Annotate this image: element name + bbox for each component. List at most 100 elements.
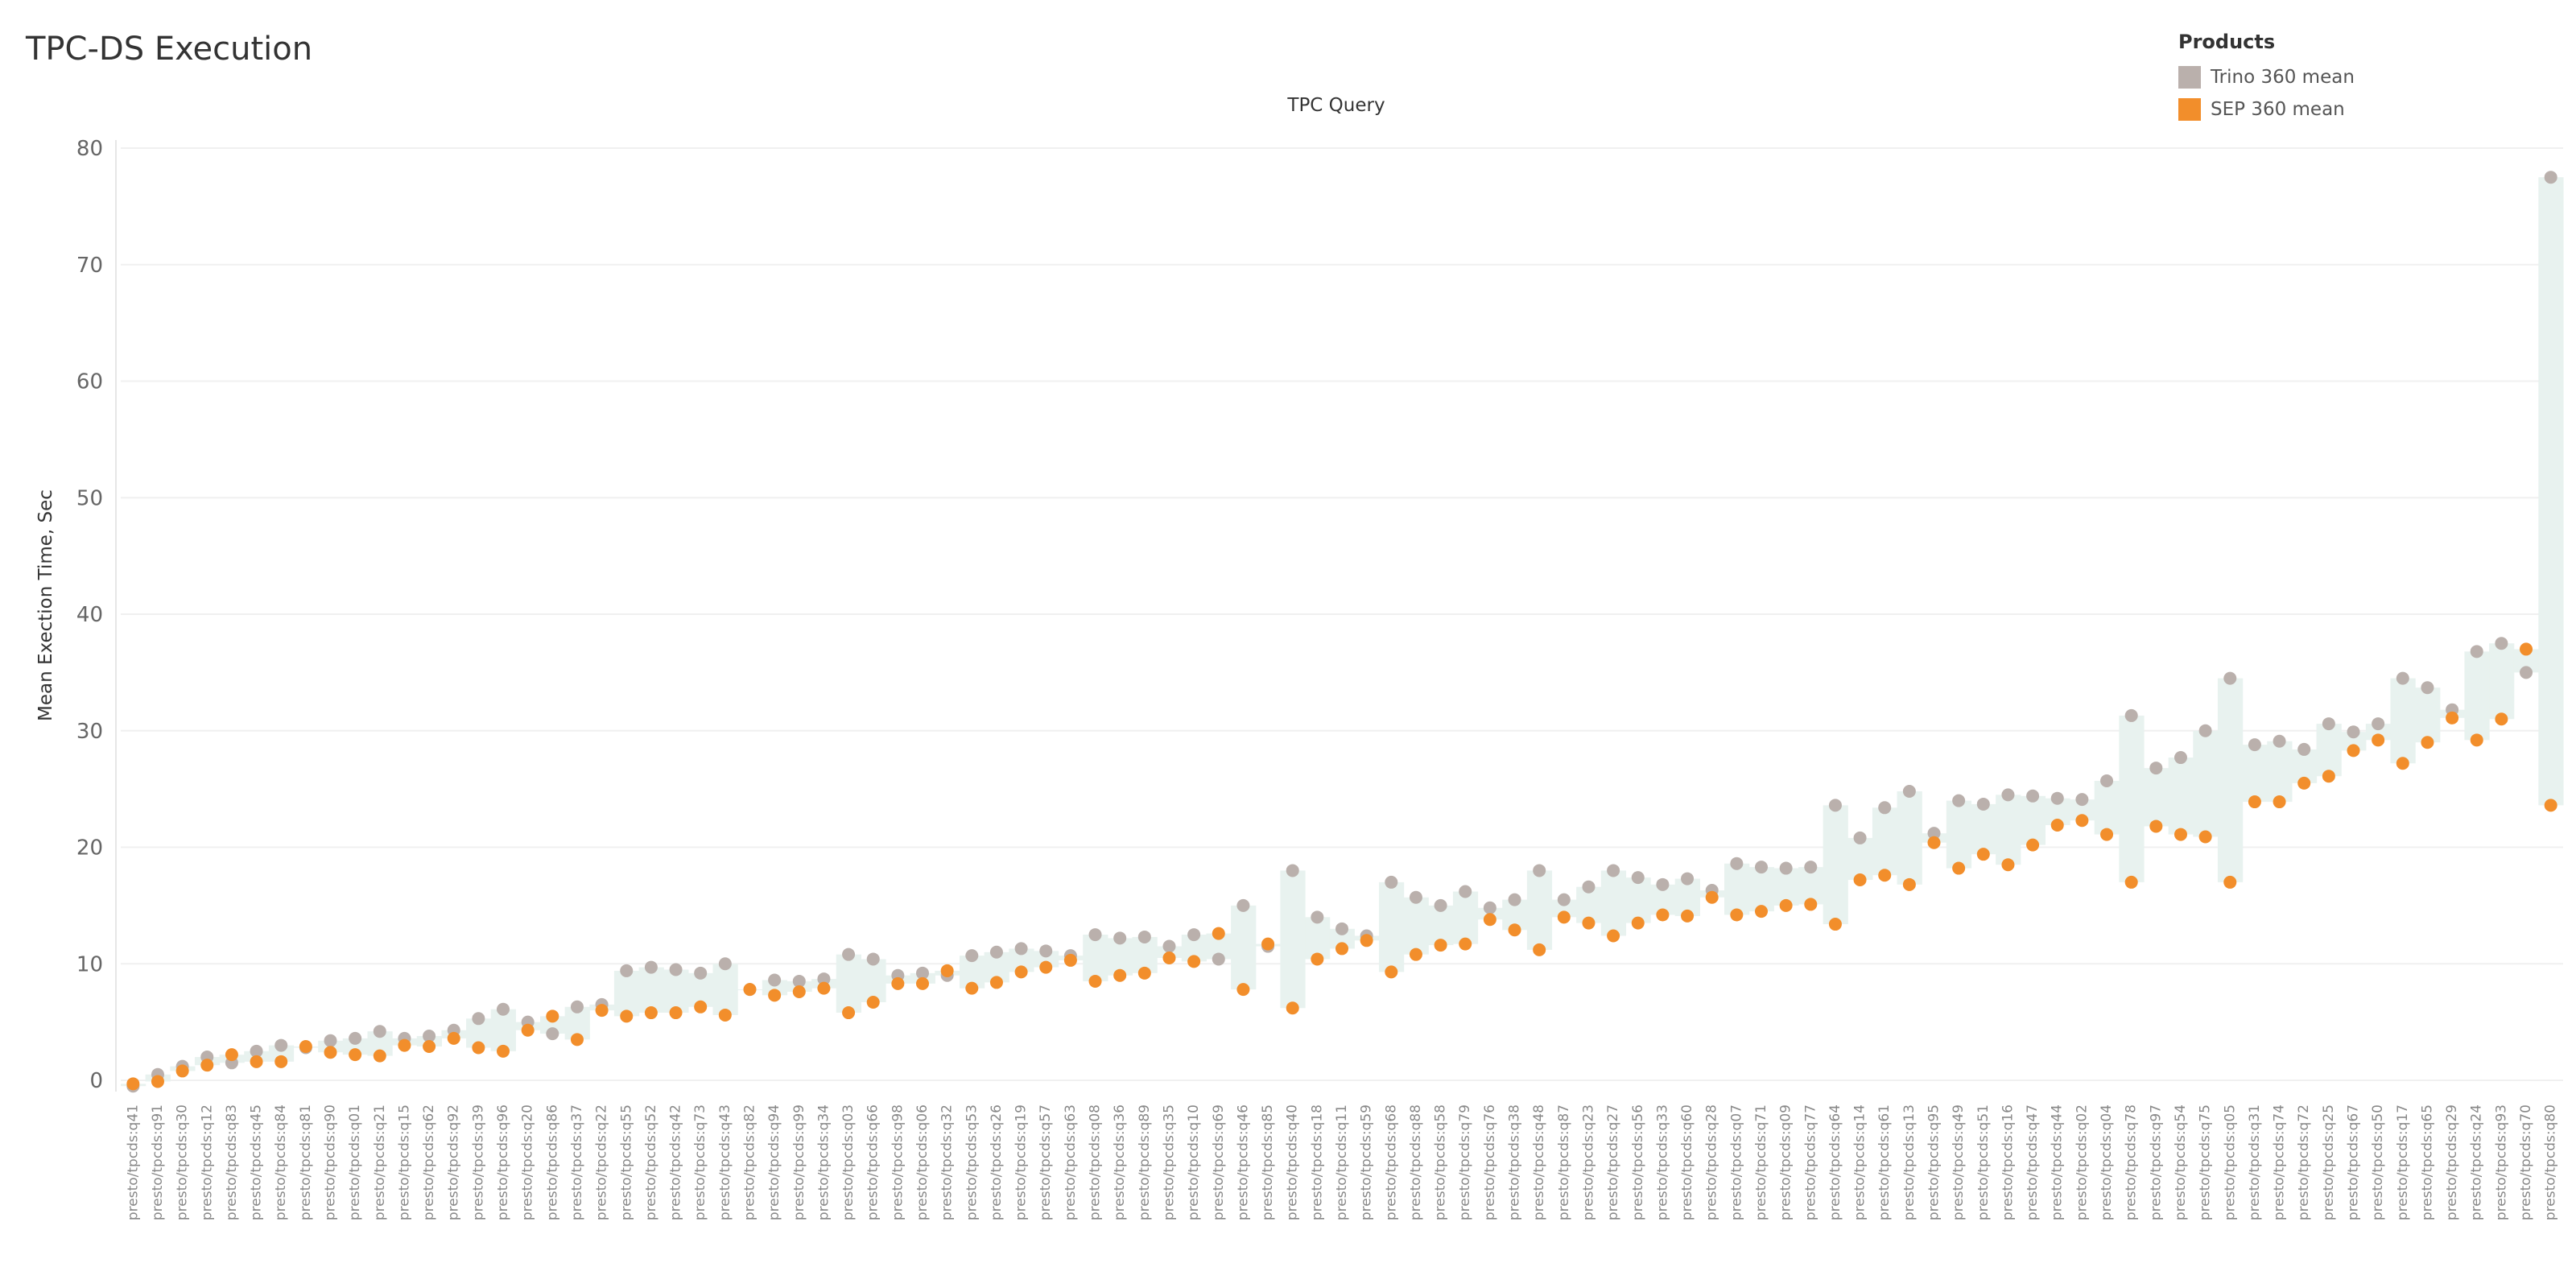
sep-point[interactable]: [1902, 877, 1916, 891]
sep-point[interactable]: [299, 1040, 312, 1054]
trino-point[interactable]: [1212, 952, 1225, 966]
trino-point[interactable]: [1409, 890, 1422, 904]
sep-point[interactable]: [866, 996, 880, 1009]
trino-point[interactable]: [275, 1038, 288, 1052]
trino-point[interactable]: [2124, 708, 2138, 722]
sep-point[interactable]: [1286, 1001, 1299, 1015]
trino-point[interactable]: [1533, 864, 1546, 877]
trino-point[interactable]: [1434, 898, 1447, 912]
trino-point[interactable]: [842, 947, 856, 961]
trino-point[interactable]: [570, 1000, 584, 1013]
trino-point[interactable]: [1137, 930, 1151, 943]
sep-point[interactable]: [1459, 937, 1472, 951]
trino-point[interactable]: [2174, 751, 2187, 765]
sep-point[interactable]: [2149, 819, 2163, 833]
sep-point[interactable]: [1952, 861, 1966, 875]
trino-point[interactable]: [250, 1044, 263, 1058]
sep-point[interactable]: [1976, 848, 1990, 861]
sep-point[interactable]: [2421, 736, 2434, 749]
trino-point[interactable]: [546, 1027, 559, 1041]
trino-point[interactable]: [1656, 877, 1670, 891]
sep-point[interactable]: [1014, 965, 1028, 979]
sep-point[interactable]: [1088, 974, 1102, 988]
sep-point[interactable]: [2446, 711, 2459, 724]
trino-point[interactable]: [1804, 861, 1818, 874]
sep-point[interactable]: [792, 985, 806, 998]
trino-point[interactable]: [2149, 762, 2163, 775]
sep-point[interactable]: [2520, 642, 2533, 656]
trino-point[interactable]: [2347, 725, 2360, 739]
sep-point[interactable]: [349, 1048, 362, 1062]
legend-item-sep[interactable]: SEP 360 mean: [2178, 93, 2355, 126]
trino-point[interactable]: [2372, 717, 2385, 731]
trino-point[interactable]: [2421, 681, 2434, 695]
sep-point[interactable]: [2372, 733, 2385, 747]
sep-point[interactable]: [1754, 905, 1768, 919]
sep-point[interactable]: [916, 976, 930, 990]
trino-point[interactable]: [792, 974, 806, 988]
sep-point[interactable]: [1927, 836, 1941, 849]
sep-point[interactable]: [447, 1031, 460, 1045]
trino-point[interactable]: [965, 949, 979, 963]
sep-point[interactable]: [842, 1006, 856, 1020]
trino-point[interactable]: [1878, 801, 1892, 815]
sep-point[interactable]: [1804, 898, 1818, 911]
sep-point[interactable]: [1656, 908, 1670, 922]
trino-point[interactable]: [694, 966, 708, 980]
trino-point[interactable]: [1853, 831, 1867, 844]
sep-point[interactable]: [891, 976, 905, 990]
sep-point[interactable]: [694, 1000, 708, 1013]
trino-point[interactable]: [1779, 861, 1793, 875]
sep-point[interactable]: [472, 1041, 485, 1055]
sep-point[interactable]: [2322, 770, 2335, 783]
sep-point[interactable]: [1607, 929, 1620, 943]
sep-point[interactable]: [373, 1049, 386, 1063]
sep-point[interactable]: [595, 1004, 609, 1018]
sep-point[interactable]: [225, 1048, 238, 1062]
sep-point[interactable]: [718, 1008, 732, 1022]
sep-point[interactable]: [570, 1033, 584, 1046]
trino-point[interactable]: [866, 952, 880, 966]
sep-point[interactable]: [521, 1023, 535, 1037]
sep-point[interactable]: [1385, 965, 1398, 979]
sep-point[interactable]: [2396, 757, 2409, 770]
trino-point[interactable]: [497, 1002, 510, 1016]
trino-point[interactable]: [916, 966, 930, 980]
trino-point[interactable]: [669, 963, 683, 976]
sep-point[interactable]: [620, 1009, 634, 1023]
trino-point[interactable]: [2544, 171, 2557, 184]
sep-point[interactable]: [1878, 869, 1892, 882]
trino-point[interactable]: [2223, 671, 2237, 685]
trino-point[interactable]: [324, 1034, 337, 1047]
trino-point[interactable]: [2198, 724, 2212, 737]
sep-point[interactable]: [2026, 838, 2040, 852]
trino-point[interactable]: [2396, 671, 2409, 685]
trino-point[interactable]: [644, 960, 658, 974]
sep-point[interactable]: [1853, 873, 1867, 887]
trino-point[interactable]: [2248, 738, 2261, 752]
sep-point[interactable]: [275, 1055, 288, 1068]
trino-point[interactable]: [1508, 893, 1521, 906]
trino-point[interactable]: [1236, 898, 1250, 912]
trino-point[interactable]: [1088, 928, 1102, 942]
trino-point[interactable]: [373, 1025, 386, 1038]
sep-point[interactable]: [2273, 795, 2286, 809]
sep-point[interactable]: [1409, 947, 1422, 961]
sep-point[interactable]: [2544, 799, 2557, 812]
sep-point[interactable]: [151, 1075, 164, 1088]
sep-point[interactable]: [324, 1046, 337, 1059]
sep-point[interactable]: [2223, 875, 2237, 889]
sep-point[interactable]: [1533, 943, 1546, 956]
sep-point[interactable]: [1113, 968, 1127, 982]
trino-point[interactable]: [1335, 922, 1348, 935]
sep-point[interactable]: [2075, 814, 2089, 828]
sep-point[interactable]: [2248, 795, 2261, 809]
sep-point[interactable]: [126, 1077, 140, 1091]
trino-point[interactable]: [1976, 797, 1990, 811]
trino-point[interactable]: [989, 945, 1003, 959]
legend-item-trino[interactable]: Trino 360 mean: [2178, 61, 2355, 93]
trino-point[interactable]: [349, 1031, 362, 1045]
trino-point[interactable]: [2495, 637, 2508, 650]
trino-point[interactable]: [2273, 734, 2286, 748]
sep-point[interactable]: [743, 983, 757, 997]
